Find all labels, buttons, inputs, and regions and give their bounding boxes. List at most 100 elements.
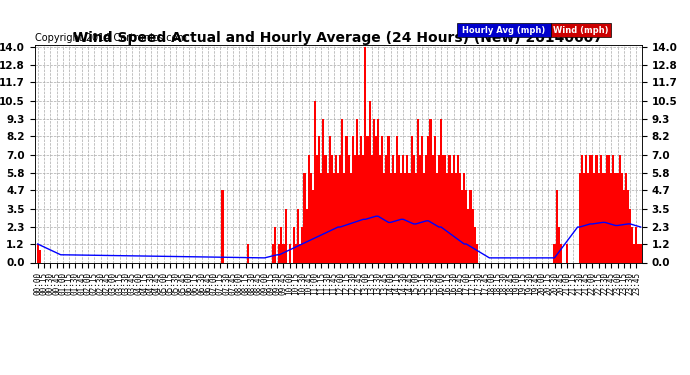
Bar: [444, 154, 446, 262]
Bar: [310, 173, 312, 262]
Bar: [434, 136, 436, 262]
Bar: [293, 227, 295, 262]
Bar: [364, 46, 366, 262]
Bar: [616, 173, 619, 262]
Bar: [221, 190, 224, 262]
Bar: [419, 154, 421, 262]
Bar: [467, 209, 469, 262]
Bar: [402, 154, 404, 262]
Bar: [423, 173, 425, 262]
Bar: [314, 100, 316, 262]
Bar: [350, 173, 352, 262]
Bar: [337, 173, 339, 262]
Bar: [297, 209, 299, 262]
Bar: [400, 173, 402, 262]
Bar: [335, 154, 337, 262]
Bar: [579, 173, 581, 262]
Bar: [247, 244, 249, 262]
Bar: [566, 244, 568, 262]
Bar: [600, 154, 602, 262]
Bar: [465, 190, 467, 262]
Bar: [339, 154, 342, 262]
Bar: [316, 154, 318, 262]
Bar: [358, 154, 360, 262]
Bar: [383, 173, 386, 262]
Bar: [413, 154, 415, 262]
Title: Wind Speed Actual and Hourly Average (24 Hours) (New) 20140607: Wind Speed Actual and Hourly Average (24…: [73, 31, 603, 45]
Bar: [377, 119, 379, 262]
Bar: [453, 154, 455, 262]
Bar: [469, 190, 471, 262]
Bar: [560, 244, 562, 262]
Bar: [295, 244, 297, 262]
Bar: [406, 154, 408, 262]
Bar: [629, 209, 631, 262]
Bar: [438, 154, 440, 262]
Bar: [608, 154, 610, 262]
Bar: [593, 173, 595, 262]
Bar: [388, 136, 390, 262]
Bar: [463, 173, 465, 262]
Bar: [306, 209, 308, 262]
Bar: [448, 154, 451, 262]
Bar: [631, 227, 633, 262]
Bar: [352, 136, 354, 262]
Bar: [278, 244, 280, 262]
Bar: [379, 154, 381, 262]
Bar: [328, 136, 331, 262]
Bar: [551, 23, 611, 38]
Bar: [348, 154, 350, 262]
Bar: [591, 154, 593, 262]
Bar: [612, 154, 614, 262]
Bar: [366, 136, 368, 262]
Bar: [602, 173, 604, 262]
Bar: [627, 190, 629, 262]
Bar: [322, 119, 324, 262]
Bar: [39, 250, 41, 262]
Bar: [371, 154, 373, 262]
Bar: [284, 209, 286, 262]
Bar: [585, 154, 587, 262]
Bar: [635, 227, 638, 262]
Bar: [299, 244, 302, 262]
Bar: [621, 173, 623, 262]
Bar: [598, 173, 600, 262]
Text: Hourly Avg (mph): Hourly Avg (mph): [462, 26, 545, 35]
Bar: [473, 227, 475, 262]
Bar: [346, 136, 348, 262]
Bar: [625, 173, 627, 262]
Text: Copyright 2014 Cartronics.com: Copyright 2014 Cartronics.com: [35, 33, 187, 43]
Bar: [581, 154, 583, 262]
Bar: [396, 136, 398, 262]
Bar: [417, 119, 419, 262]
Bar: [558, 227, 560, 262]
Bar: [638, 244, 640, 262]
Bar: [304, 173, 306, 262]
Bar: [375, 136, 377, 262]
Bar: [429, 119, 432, 262]
Bar: [360, 136, 362, 262]
Bar: [457, 23, 551, 38]
Bar: [308, 154, 310, 262]
Bar: [553, 244, 555, 262]
Bar: [408, 173, 411, 262]
Bar: [457, 154, 459, 262]
Bar: [280, 227, 282, 262]
Bar: [587, 173, 589, 262]
Bar: [324, 154, 326, 262]
Bar: [623, 190, 625, 262]
Text: Wind (mph): Wind (mph): [553, 26, 609, 35]
Bar: [432, 154, 434, 262]
Bar: [446, 173, 448, 262]
Bar: [354, 154, 356, 262]
Bar: [356, 119, 358, 262]
Bar: [320, 173, 322, 262]
Bar: [386, 154, 388, 262]
Bar: [595, 154, 598, 262]
Bar: [368, 100, 371, 262]
Bar: [312, 190, 314, 262]
Bar: [415, 173, 417, 262]
Bar: [606, 154, 608, 262]
Bar: [404, 173, 406, 262]
Bar: [442, 154, 444, 262]
